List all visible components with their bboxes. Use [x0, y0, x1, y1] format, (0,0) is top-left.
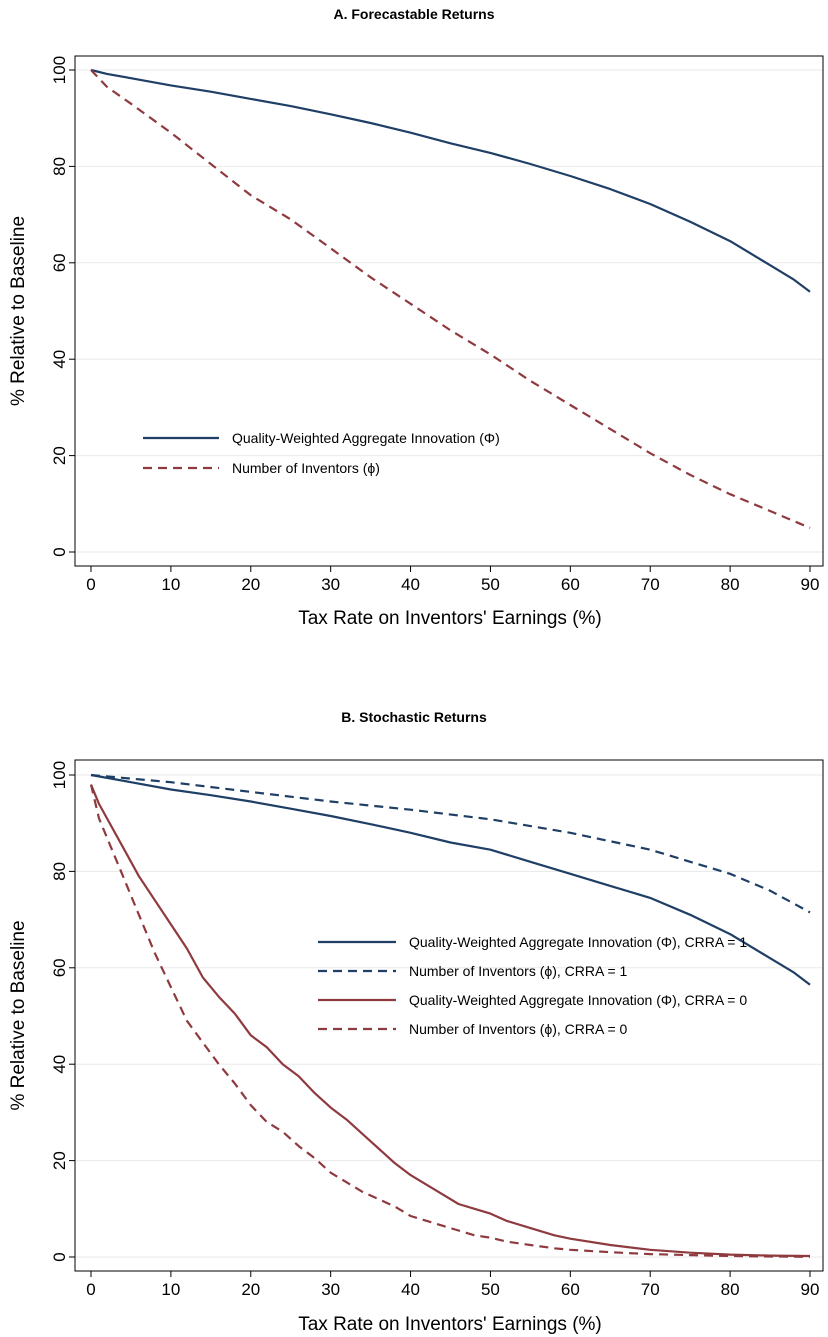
x-tick-label: 80 — [721, 1280, 740, 1299]
x-tick-label: 20 — [241, 575, 260, 594]
chart-title: B. Stochastic Returns — [341, 709, 487, 725]
series-line — [90, 773, 811, 914]
plot-frame — [74, 55, 824, 567]
series-line — [89, 784, 811, 1258]
legend-label: Number of Inventors (ϕ) — [232, 460, 380, 476]
y-tick-label: 60 — [50, 958, 69, 977]
series-line — [90, 68, 811, 293]
x-tick-label: 60 — [561, 575, 580, 594]
y-axis-label: % Relative to Baseline — [8, 920, 29, 1110]
legend-label: Quality-Weighted Aggregate Innovation (Φ… — [409, 934, 747, 950]
x-tick-label: 50 — [481, 575, 500, 594]
y-tick-label: 20 — [50, 446, 69, 465]
x-tick-label: 60 — [561, 1280, 580, 1299]
legend-label: Number of Inventors (ϕ), CRRA = 1 — [409, 963, 628, 979]
x-tick-label: 90 — [801, 575, 820, 594]
x-axis-label: Tax Rate on Inventors' Earnings (%) — [298, 608, 602, 629]
legend-label: Number of Inventors (ϕ), CRRA = 0 — [409, 1021, 628, 1037]
x-tick-label: 80 — [721, 575, 740, 594]
x-tick-label: 40 — [401, 1280, 420, 1299]
series-line — [90, 69, 811, 529]
y-tick-label: 60 — [50, 253, 69, 272]
legend-label: Quality-Weighted Aggregate Innovation (Φ… — [232, 430, 500, 446]
y-tick-label: 40 — [50, 1055, 69, 1074]
x-tick-label: 40 — [401, 575, 420, 594]
plot-frame — [74, 759, 824, 1272]
y-tick-label: 80 — [50, 157, 69, 176]
y-tick-label: 80 — [50, 862, 69, 881]
x-tick-label: 20 — [241, 1280, 260, 1299]
y-tick-label: 20 — [50, 1151, 69, 1170]
x-tick-label: 10 — [161, 1280, 180, 1299]
x-tick-label: 30 — [321, 1280, 340, 1299]
y-tick-label: 100 — [50, 56, 69, 84]
x-tick-label: 70 — [641, 1280, 660, 1299]
y-tick-label: 0 — [50, 1252, 69, 1261]
x-tick-label: 50 — [481, 1280, 500, 1299]
y-tick-label: 100 — [50, 761, 69, 789]
x-tick-label: 10 — [161, 575, 180, 594]
series-line — [90, 773, 811, 986]
x-axis-label: Tax Rate on Inventors' Earnings (%) — [298, 1314, 602, 1335]
x-tick-label: 90 — [801, 1280, 820, 1299]
y-tick-label: 0 — [50, 547, 69, 556]
y-tick-label: 40 — [50, 350, 69, 369]
legend-label: Quality-Weighted Aggregate Innovation (Φ… — [409, 992, 747, 1008]
x-tick-label: 30 — [321, 575, 340, 594]
x-tick-label: 70 — [641, 575, 660, 594]
series-line — [89, 784, 811, 1258]
y-axis-label: % Relative to Baseline — [8, 216, 29, 406]
chart-title: A. Forecastable Returns — [333, 6, 494, 22]
x-tick-label: 0 — [86, 575, 95, 594]
x-tick-label: 0 — [86, 1280, 95, 1299]
